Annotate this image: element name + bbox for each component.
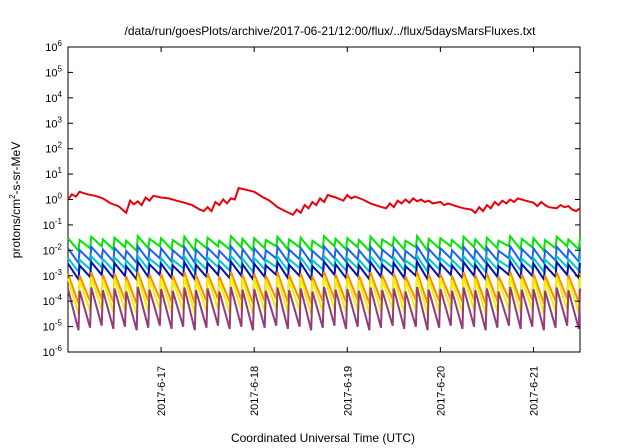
y-tick-label: 101 [45,166,62,181]
series-line-1 [67,186,581,217]
y-tick-label: 10-1 [43,217,63,232]
x-axis-label: Coordinated Universal Time (UTC) [231,431,415,445]
y-tick-label: 100 [45,192,62,207]
y-axis-label: protons/cm2-s-sr-MeV [8,142,23,258]
x-tick-label: 2017-6-20 [435,366,447,416]
series-line-3 [67,243,581,266]
series-line-2 [67,233,581,254]
series-layer [67,186,581,331]
x-tick-label: 2017-6-21 [528,366,540,416]
y-tick-label: 103 [45,115,62,130]
y-tick-label: 105 [45,64,62,79]
y-tick-label: 106 [45,39,62,54]
y-tick-label: 10-6 [43,344,63,359]
y-tick-label: 102 [45,141,62,156]
chart-title: /data/run/goesPlots/archive/2017-06-21/1… [125,24,537,38]
y-tick-label: 10-3 [43,268,63,283]
series-line-5 [67,258,581,283]
y-tick-label: 104 [45,90,62,105]
x-tick-label: 2017-6-17 [156,366,168,416]
y-tick-label: 10-4 [43,293,63,308]
series-line-8 [67,286,581,331]
axis-layer: 10-6 10-5 10-4 10-3 10-2 10-1 100 101 102 103 104 1… [43,39,580,416]
y-tick-label: 10-5 [43,319,63,334]
y-tick-label: 10-2 [43,242,63,257]
x-tick-label: 2017-6-19 [342,366,354,416]
x-tick-label: 2017-6-18 [249,366,261,416]
